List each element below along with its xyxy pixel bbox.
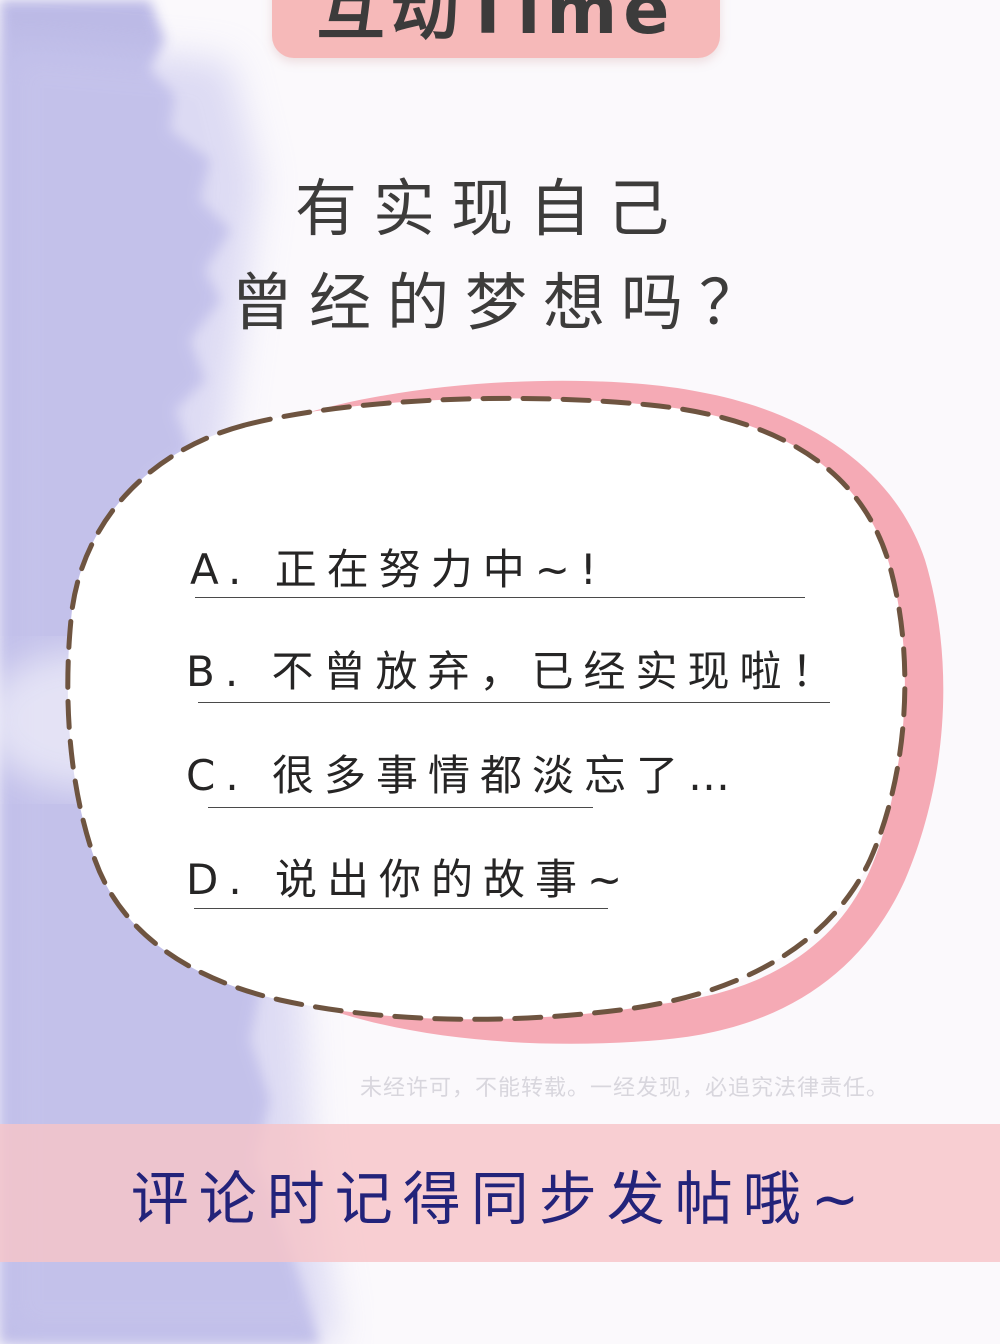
option-a[interactable]: A. 正在努力中~! bbox=[190, 545, 607, 594]
footer-band bbox=[0, 1124, 1000, 1262]
copyright-watermark: 未经许可，不能转载。一经发现，必追究法律责任。 bbox=[360, 1076, 890, 1101]
footer-call-to-action: 评论时记得同步发帖哦~ bbox=[130, 1165, 870, 1233]
question-line-2: 曾经的梦想吗？ bbox=[230, 266, 777, 339]
bubble-body bbox=[65, 395, 908, 1022]
option-d[interactable]: D. 说出你的故事~ bbox=[186, 855, 633, 904]
option-c[interactable]: C. 很多事情都淡忘了… bbox=[186, 751, 741, 800]
option-a-underline bbox=[195, 597, 805, 598]
option-b-underline bbox=[198, 702, 830, 703]
option-d-underline bbox=[194, 908, 608, 909]
option-b[interactable]: B. 不曾放弃，已经实现啦！ bbox=[186, 647, 844, 696]
header-title: 互动Time bbox=[316, 0, 676, 50]
option-c-underline bbox=[208, 807, 593, 808]
header-banner: 互动Time bbox=[272, 0, 720, 58]
question-line-1: 有实现自己 bbox=[294, 172, 685, 245]
